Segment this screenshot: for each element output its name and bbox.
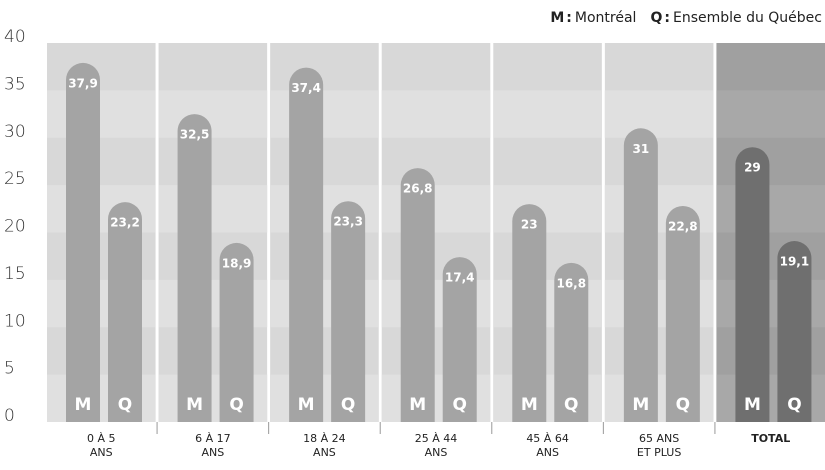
x-tick-label: 6 À 17 <box>195 432 231 445</box>
bar-code: M <box>75 395 92 415</box>
bar-code: Q <box>118 395 132 415</box>
band <box>158 90 268 138</box>
value-label: 19,1 <box>780 255 810 269</box>
bar <box>177 114 212 422</box>
bar-code: Q <box>564 395 578 415</box>
bar <box>66 62 100 423</box>
x-tick-label: ANS <box>536 446 559 459</box>
band <box>604 90 714 138</box>
value-label: 32,5 <box>180 128 210 142</box>
bar <box>108 202 142 422</box>
value-label: 31 <box>633 142 650 156</box>
bar <box>289 67 324 422</box>
bar-code: M <box>409 395 426 415</box>
legend-text: : <box>664 10 670 26</box>
x-tick-label: TOTAL <box>751 432 790 445</box>
x-tick-label: ET PLUS <box>637 446 681 459</box>
x-tick-label: ANS <box>313 446 336 459</box>
value-label: 26,8 <box>403 182 433 196</box>
x-tick-label: 0 À 5 <box>87 432 116 445</box>
value-label: 23,2 <box>110 216 140 230</box>
x-tick-label: 18 À 24 <box>303 432 346 445</box>
value-label: 17,4 <box>445 271 475 285</box>
y-tick-label: 15 <box>4 264 26 284</box>
legend-text: Montréal <box>575 10 637 26</box>
band <box>381 185 491 233</box>
legend: M: Montréal Q: Ensemble du Québec <box>550 10 822 26</box>
bar-code: M <box>521 395 538 415</box>
y-tick-label: 10 <box>4 311 26 331</box>
value-label: 37,4 <box>291 81 321 95</box>
band <box>716 90 825 138</box>
value-label: 23,3 <box>333 215 363 229</box>
value-label: 23 <box>521 218 538 232</box>
bar <box>777 241 812 422</box>
bar-code: Q <box>229 395 243 415</box>
bar <box>665 205 700 422</box>
bar <box>554 262 589 422</box>
x-tick-label: ANS <box>90 446 113 459</box>
bar <box>623 128 658 422</box>
legend-text: Ensemble du Québec <box>673 10 822 26</box>
x-tick-label: 65 ANS <box>639 432 679 445</box>
bar <box>331 201 366 422</box>
bar <box>400 168 435 422</box>
bar <box>512 204 547 422</box>
y-tick-label: 25 <box>4 169 26 189</box>
band <box>381 90 491 138</box>
value-label: 22,8 <box>668 219 698 233</box>
band <box>493 90 602 138</box>
y-tick-label: 0 <box>4 406 15 426</box>
value-label: 16,8 <box>556 276 586 290</box>
band <box>47 90 156 138</box>
band <box>270 90 379 138</box>
bar-code: Q <box>452 395 466 415</box>
legend-text: Q <box>650 10 662 26</box>
bar <box>735 147 770 422</box>
band <box>158 185 268 233</box>
bar <box>219 242 254 422</box>
x-tick-label: 45 À 64 <box>526 432 569 445</box>
bar-code: Q <box>676 395 690 415</box>
bar-code: M <box>632 395 649 415</box>
x-tick-label: ANS <box>425 446 448 459</box>
y-tick-label: 35 <box>4 74 26 94</box>
y-tick-label: 30 <box>4 122 26 142</box>
bar-code: M <box>744 395 761 415</box>
bar <box>442 257 477 422</box>
y-tick-label: 40 <box>4 27 26 47</box>
legend-text: : <box>566 10 572 26</box>
y-tick-label: 5 <box>4 359 15 379</box>
band <box>716 185 825 233</box>
x-tick-label: ANS <box>201 446 224 459</box>
bar-code: Q <box>787 395 801 415</box>
value-label: 37,9 <box>68 76 98 90</box>
bar-code: M <box>298 395 315 415</box>
value-label: 29 <box>744 161 761 175</box>
x-tick-label: 25 À 44 <box>415 432 458 445</box>
y-tick-label: 20 <box>4 217 26 237</box>
band <box>493 185 602 233</box>
bar-code: Q <box>341 395 355 415</box>
value-label: 18,9 <box>222 256 252 270</box>
bar-code: M <box>186 395 203 415</box>
legend-text: M <box>550 10 564 26</box>
